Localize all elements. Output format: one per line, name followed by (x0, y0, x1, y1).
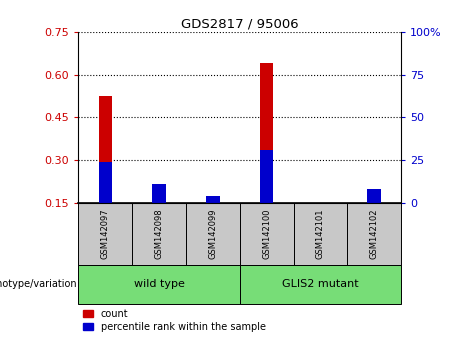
Text: GSM142098: GSM142098 (154, 209, 164, 259)
Bar (152, 190, 166, 203)
Bar (240, 265, 401, 304)
Legend: count, percentile rank within the sample: count, percentile rank within the sample (83, 309, 266, 332)
Bar (260, 63, 273, 203)
Text: GLIS2 mutant: GLIS2 mutant (282, 279, 359, 290)
Bar (99, 161, 112, 203)
Text: genotype/variation: genotype/variation (0, 279, 77, 290)
Title: GDS2817 / 95006: GDS2817 / 95006 (181, 18, 299, 31)
Bar (186, 203, 240, 265)
Bar (240, 203, 294, 265)
Text: GSM142102: GSM142102 (370, 209, 378, 259)
Text: wild type: wild type (134, 279, 184, 290)
Bar (78, 203, 132, 265)
Bar (99, 96, 112, 203)
Bar (260, 150, 273, 203)
Bar (367, 192, 381, 203)
Bar (152, 184, 166, 203)
Text: GSM142099: GSM142099 (208, 209, 217, 259)
Text: GSM142097: GSM142097 (101, 209, 110, 259)
Bar (367, 189, 381, 203)
Bar (347, 203, 401, 265)
Bar (206, 201, 219, 203)
Text: GSM142100: GSM142100 (262, 209, 271, 259)
Bar (206, 196, 219, 203)
Bar (132, 203, 186, 265)
Text: GSM142101: GSM142101 (316, 209, 325, 259)
Bar (294, 203, 347, 265)
Bar (78, 265, 240, 304)
